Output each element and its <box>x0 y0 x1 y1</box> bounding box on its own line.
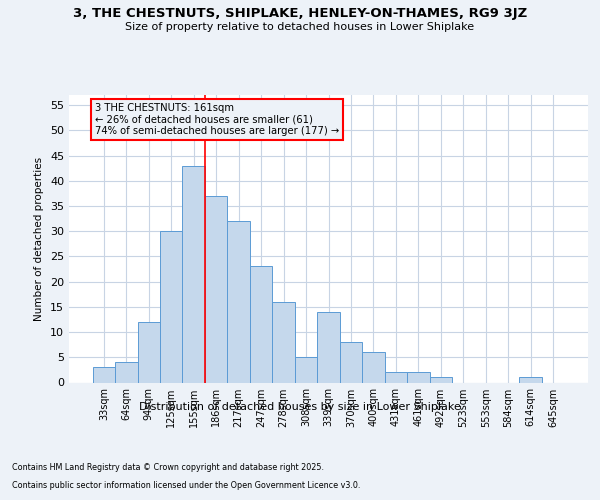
Text: 3 THE CHESTNUTS: 161sqm
← 26% of detached houses are smaller (61)
74% of semi-de: 3 THE CHESTNUTS: 161sqm ← 26% of detache… <box>95 102 339 136</box>
Text: Contains public sector information licensed under the Open Government Licence v3: Contains public sector information licen… <box>12 481 361 490</box>
Bar <box>272 302 295 382</box>
Bar <box>250 266 272 382</box>
Bar <box>317 312 340 382</box>
Text: Contains HM Land Registry data © Crown copyright and database right 2025.: Contains HM Land Registry data © Crown c… <box>12 464 324 472</box>
Y-axis label: Number of detached properties: Number of detached properties <box>34 156 44 321</box>
Text: 3, THE CHESTNUTS, SHIPLAKE, HENLEY-ON-THAMES, RG9 3JZ: 3, THE CHESTNUTS, SHIPLAKE, HENLEY-ON-TH… <box>73 8 527 20</box>
Text: Size of property relative to detached houses in Lower Shiplake: Size of property relative to detached ho… <box>125 22 475 32</box>
Text: Distribution of detached houses by size in Lower Shiplake: Distribution of detached houses by size … <box>139 402 461 412</box>
Bar <box>385 372 407 382</box>
Bar <box>182 166 205 382</box>
Bar <box>115 362 137 382</box>
Bar <box>520 378 542 382</box>
Bar <box>137 322 160 382</box>
Bar <box>160 231 182 382</box>
Bar <box>430 378 452 382</box>
Bar <box>407 372 430 382</box>
Bar <box>295 358 317 382</box>
Bar <box>340 342 362 382</box>
Bar <box>362 352 385 382</box>
Bar <box>227 221 250 382</box>
Bar <box>92 368 115 382</box>
Bar <box>205 196 227 382</box>
